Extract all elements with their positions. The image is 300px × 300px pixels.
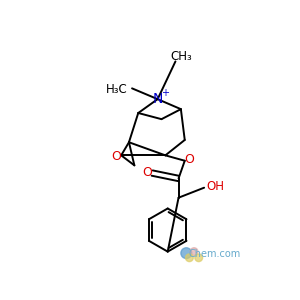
Text: +: +	[161, 88, 169, 98]
Text: O: O	[112, 150, 122, 164]
Text: O: O	[184, 153, 194, 166]
Text: OH: OH	[206, 180, 224, 193]
Text: H₃C: H₃C	[106, 83, 128, 96]
Circle shape	[185, 254, 193, 262]
Text: Chem.com: Chem.com	[188, 249, 240, 259]
Text: N: N	[152, 92, 163, 106]
Text: CH₃: CH₃	[171, 50, 193, 62]
Circle shape	[181, 248, 192, 259]
Text: O: O	[142, 166, 152, 179]
Circle shape	[195, 254, 203, 262]
Circle shape	[190, 248, 198, 255]
